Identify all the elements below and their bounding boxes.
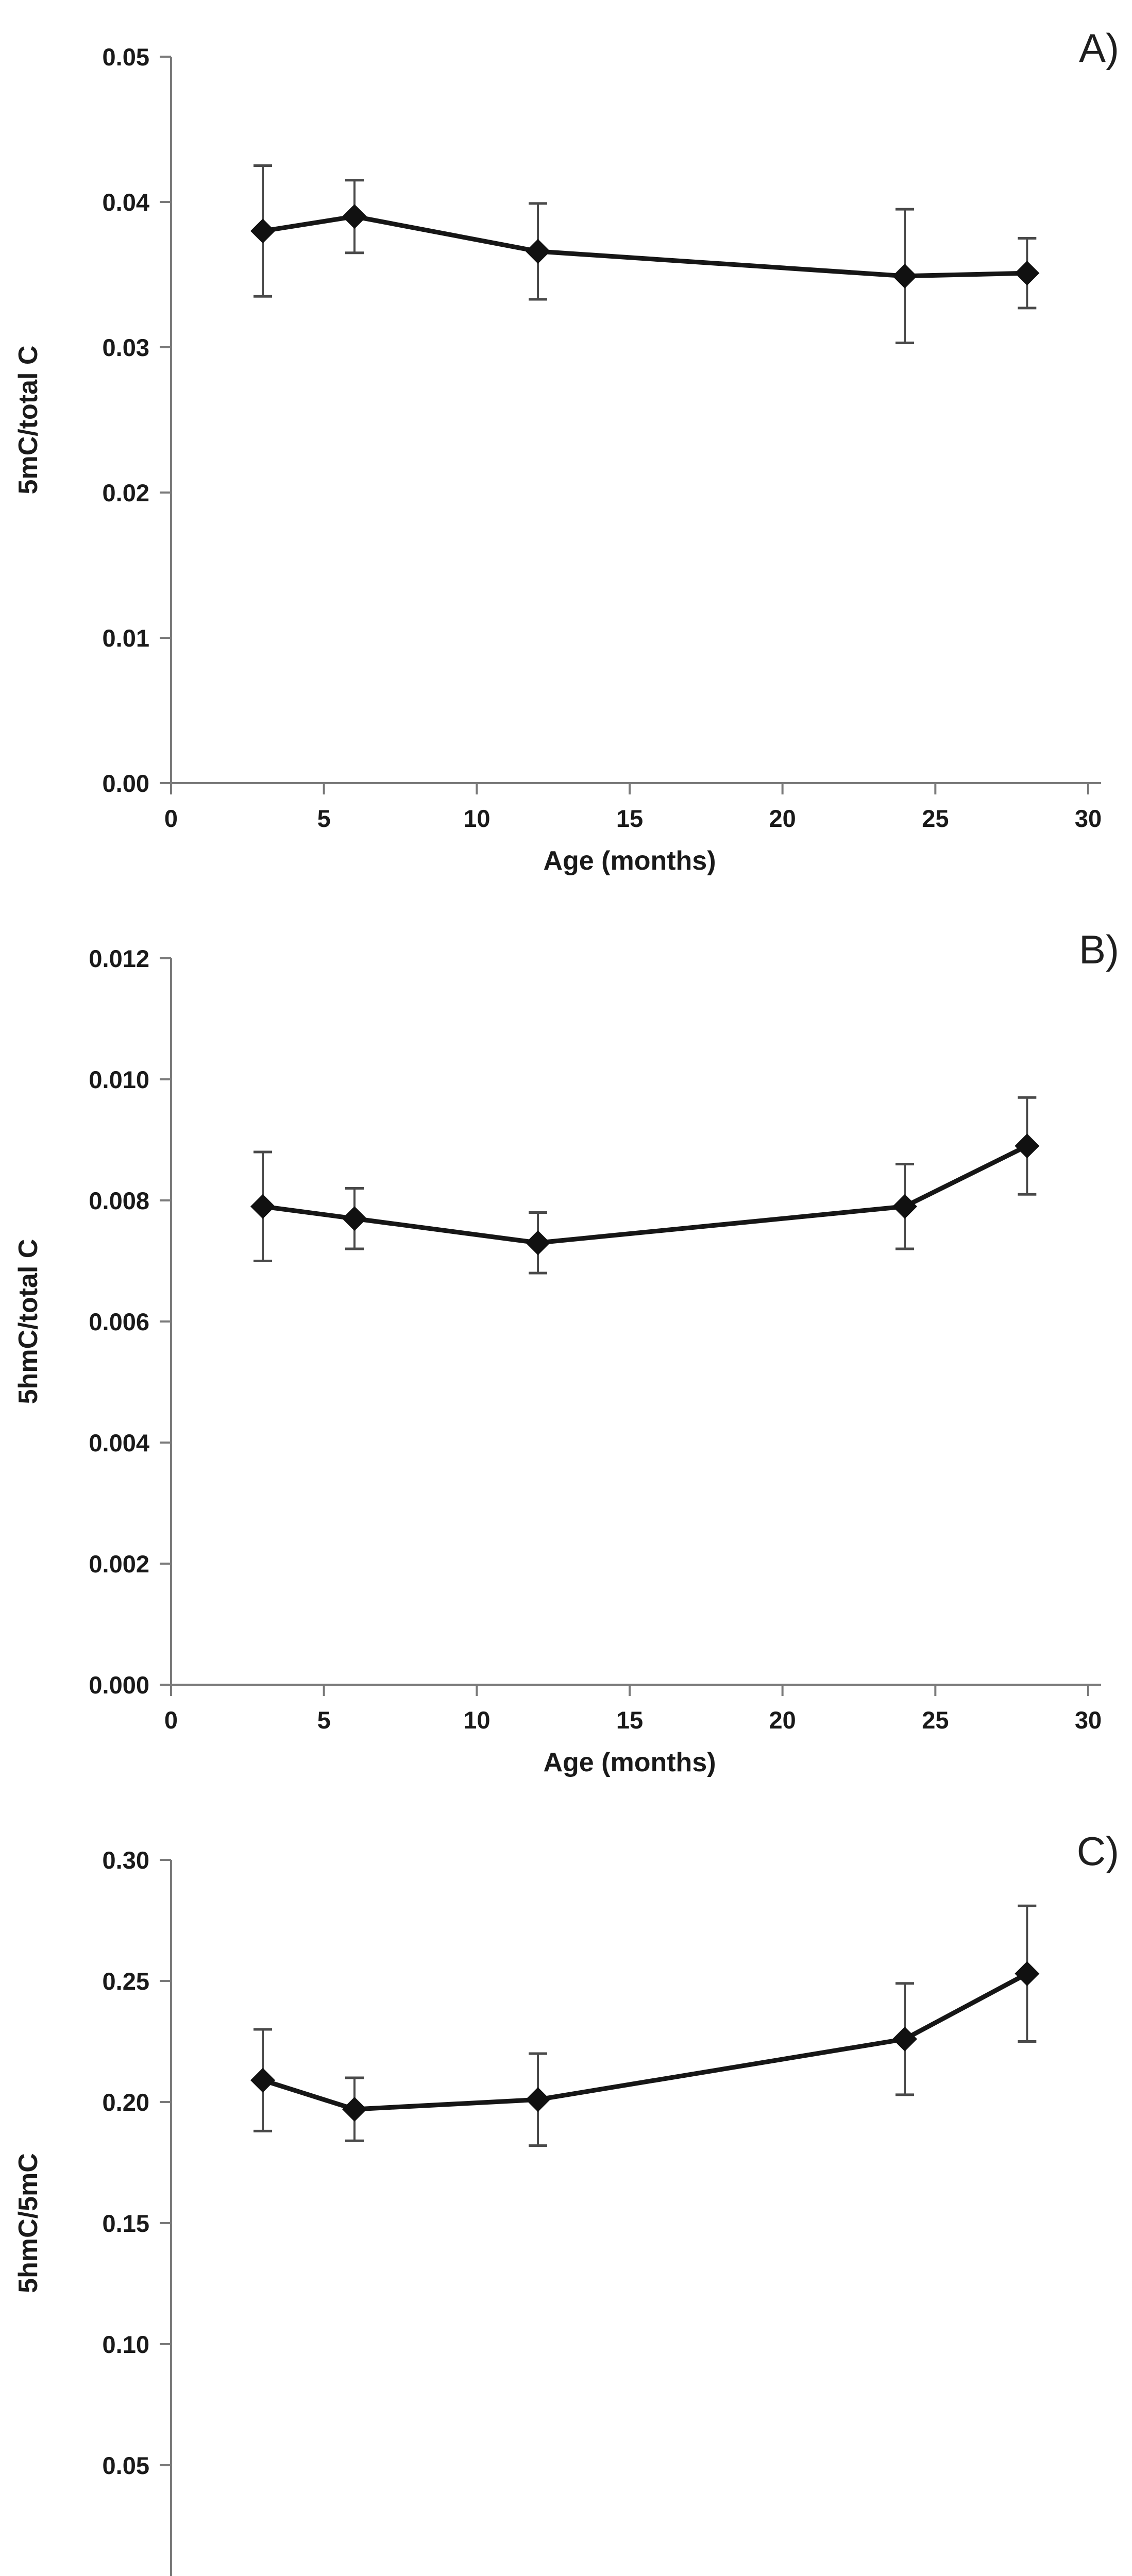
panel-c-y-axis-title: 5hmC/5mC	[13, 2153, 43, 2293]
data-line	[260, 214, 1029, 279]
y-tick-label: 0.01	[103, 624, 149, 652]
data-point-marker	[250, 1194, 275, 1219]
x-tick-label: 10	[463, 1706, 490, 1734]
y-tick-label: 0.20	[103, 2089, 149, 2116]
y-tick-label: 0.012	[89, 945, 149, 972]
panel-a-x-axis-title: Age (months)	[543, 846, 716, 876]
data-point-marker	[250, 218, 275, 244]
panel-c-label: C)	[1077, 1828, 1119, 1874]
y-tick-label: 0.30	[103, 1846, 149, 1874]
y-tick-label: 0.00	[103, 770, 149, 797]
plot: 0.000.050.100.150.200.250.30051015202530	[103, 1846, 1040, 2576]
x-tick-label: 5	[317, 1706, 331, 1734]
data-point-marker	[342, 204, 367, 229]
y-tick-label: 0.002	[89, 1550, 149, 1578]
data-point-marker	[892, 263, 917, 289]
panel-a-chart: 0.000.010.020.030.040.050 5 10 15 20 25 30 A) …	[13, 25, 1119, 876]
plot: 0.000 0.002 0.004 0.006 0.008 0.010 0.012 0 5 10 1…	[89, 945, 1102, 1734]
y-tick-label: 0.10	[103, 2331, 149, 2358]
data-point-marker	[892, 1194, 917, 1219]
data-point-marker	[1015, 1133, 1040, 1159]
data-point-marker	[342, 2097, 367, 2122]
y-tick-label: 0.004	[89, 1429, 149, 1456]
x-tick-label: 30	[1075, 805, 1102, 832]
panel-b-label: B)	[1079, 927, 1119, 972]
panel-a-label: A)	[1079, 25, 1119, 71]
y-tick-label: 0.05	[103, 2452, 149, 2479]
y-tick-label: 0.008	[89, 1187, 149, 1214]
panel-b-chart: 0.000 0.002 0.004 0.006 0.008 0.010 0.012 0 5 10 1…	[13, 927, 1119, 1777]
y-tick-label: 0.010	[89, 1066, 149, 1093]
y-tick-label: 0.05	[103, 43, 149, 71]
y-tick-label: 0.000	[89, 1671, 149, 1699]
x-tick-label: 0	[164, 805, 178, 832]
y-tick-label: 0.04	[103, 189, 149, 216]
data-line	[260, 1143, 1029, 1245]
y-tick-label: 0.02	[103, 479, 149, 506]
data-point-marker	[250, 2067, 275, 2093]
y-tick-label: 0.03	[103, 334, 149, 361]
x-tick-label: 10	[463, 805, 490, 832]
x-tick-label: 20	[769, 1706, 796, 1734]
y-tick-label: 0.006	[89, 1308, 149, 1335]
x-tick-label: 30	[1075, 1706, 1102, 1734]
x-tick-label: 15	[616, 805, 643, 832]
x-tick-label: 25	[922, 805, 949, 832]
y-tick-label: 0.15	[103, 2210, 149, 2237]
x-tick-label: 25	[922, 1706, 949, 1734]
data-point-marker	[1015, 261, 1040, 286]
data-point-marker	[1015, 1961, 1040, 1986]
data-point-marker	[342, 1206, 367, 1231]
x-tick-label: 5	[317, 805, 331, 832]
data-point-marker	[526, 239, 550, 264]
panel-b-x-axis-title: Age (months)	[543, 1748, 716, 1777]
x-tick-label: 15	[616, 1706, 643, 1734]
y-tick-label: 0.00	[103, 2573, 149, 2576]
data-point-marker	[526, 2087, 550, 2112]
panel-a: 0.00 0.01 0.02 0.03 0.04 0.05 0 5 10 15 20 25 30 A) …	[0, 0, 1132, 902]
panel-a-y-axis-title: 5mC/total C	[13, 346, 43, 495]
plot: 0.00 0.01 0.02 0.03 0.04 0.05 0 5 10 15 20 25 30	[103, 43, 1102, 832]
x-tick-label: 0	[164, 1706, 178, 1734]
y-tick-label: 0.25	[103, 1968, 149, 1995]
panel-c-chart: 0.000.050.100.150.200.250.30051015202530…	[13, 1828, 1119, 2576]
data-point-marker	[526, 1230, 550, 1256]
x-tick-label: 20	[769, 805, 796, 832]
panel-b-y-axis-title: 5hmC/total C	[13, 1239, 43, 1404]
data-point-marker	[892, 2026, 917, 2052]
panel-c: 0.000.050.100.150.200.250.30051015202530…	[0, 1803, 1132, 2576]
panel-b: 0.000 0.002 0.004 0.006 0.008 0.010 0.012 0 5 10 1…	[0, 902, 1132, 1803]
